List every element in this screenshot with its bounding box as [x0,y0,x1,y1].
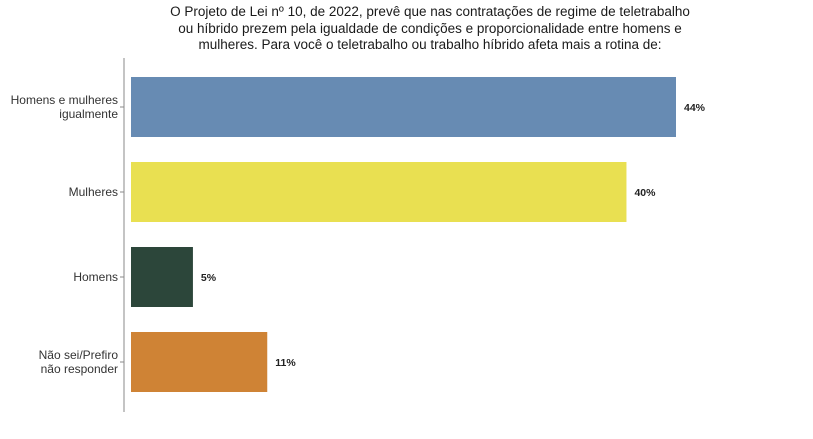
category-label: Mulheres [69,185,118,199]
value-label: 11% [275,357,296,369]
value-label: 40% [634,187,656,199]
value-label: 5% [201,272,217,284]
bar [131,332,268,392]
bar-group [131,77,676,392]
value-label-group: 44% 40% 5% 11% [201,102,706,369]
category-label: não responder [41,362,118,376]
chart-title: O Projeto de Lei nº 10, de 2022, prevê q… [150,4,710,54]
bar [131,77,676,137]
chart-title-line: ou híbrido prezem pela igualdade de cond… [178,20,682,36]
bar [131,247,193,307]
category-label: Homens [73,270,118,284]
category-label: Homens e mulheres [11,93,118,107]
chart-title-line: mulheres. Para você o teletrabalho ou tr… [198,37,662,52]
category-label: Não sei/Prefiro [39,348,119,362]
category-label: igualmente [59,107,118,121]
bar [131,162,627,222]
value-label: 44% [684,102,706,114]
y-tick-group [120,106,124,363]
chart-title-line: O Projeto de Lei nº 10, de 2022, prevê q… [170,4,690,19]
